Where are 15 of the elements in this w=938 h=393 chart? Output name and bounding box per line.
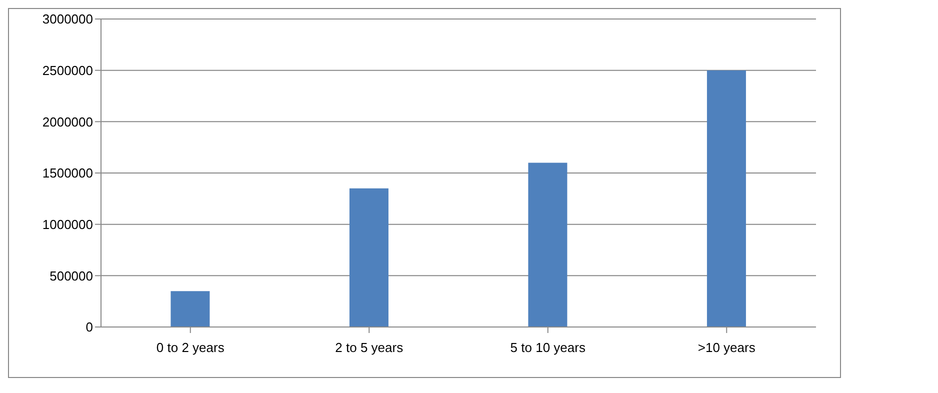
y-tick-label: 500000: [50, 268, 93, 284]
y-tick-label: 1500000: [42, 166, 93, 181]
x-tick-label: >10 years: [698, 340, 756, 356]
y-tick-label: 2000000: [42, 114, 93, 130]
y-tick-label: 2500000: [42, 62, 93, 78]
x-tick-label: 5 to 10 years: [510, 340, 586, 356]
bar: [528, 162, 568, 327]
x-tick-label: 2 to 5 years: [335, 340, 404, 356]
y-tick-label: 1000000: [42, 216, 93, 232]
bar: [349, 188, 388, 327]
bar: [706, 70, 746, 327]
x-tick-label: 0 to 2 years: [156, 340, 225, 356]
y-tick-label: 0: [86, 320, 93, 335]
bar: [170, 291, 210, 327]
y-tick-label: 3000000: [42, 12, 93, 27]
